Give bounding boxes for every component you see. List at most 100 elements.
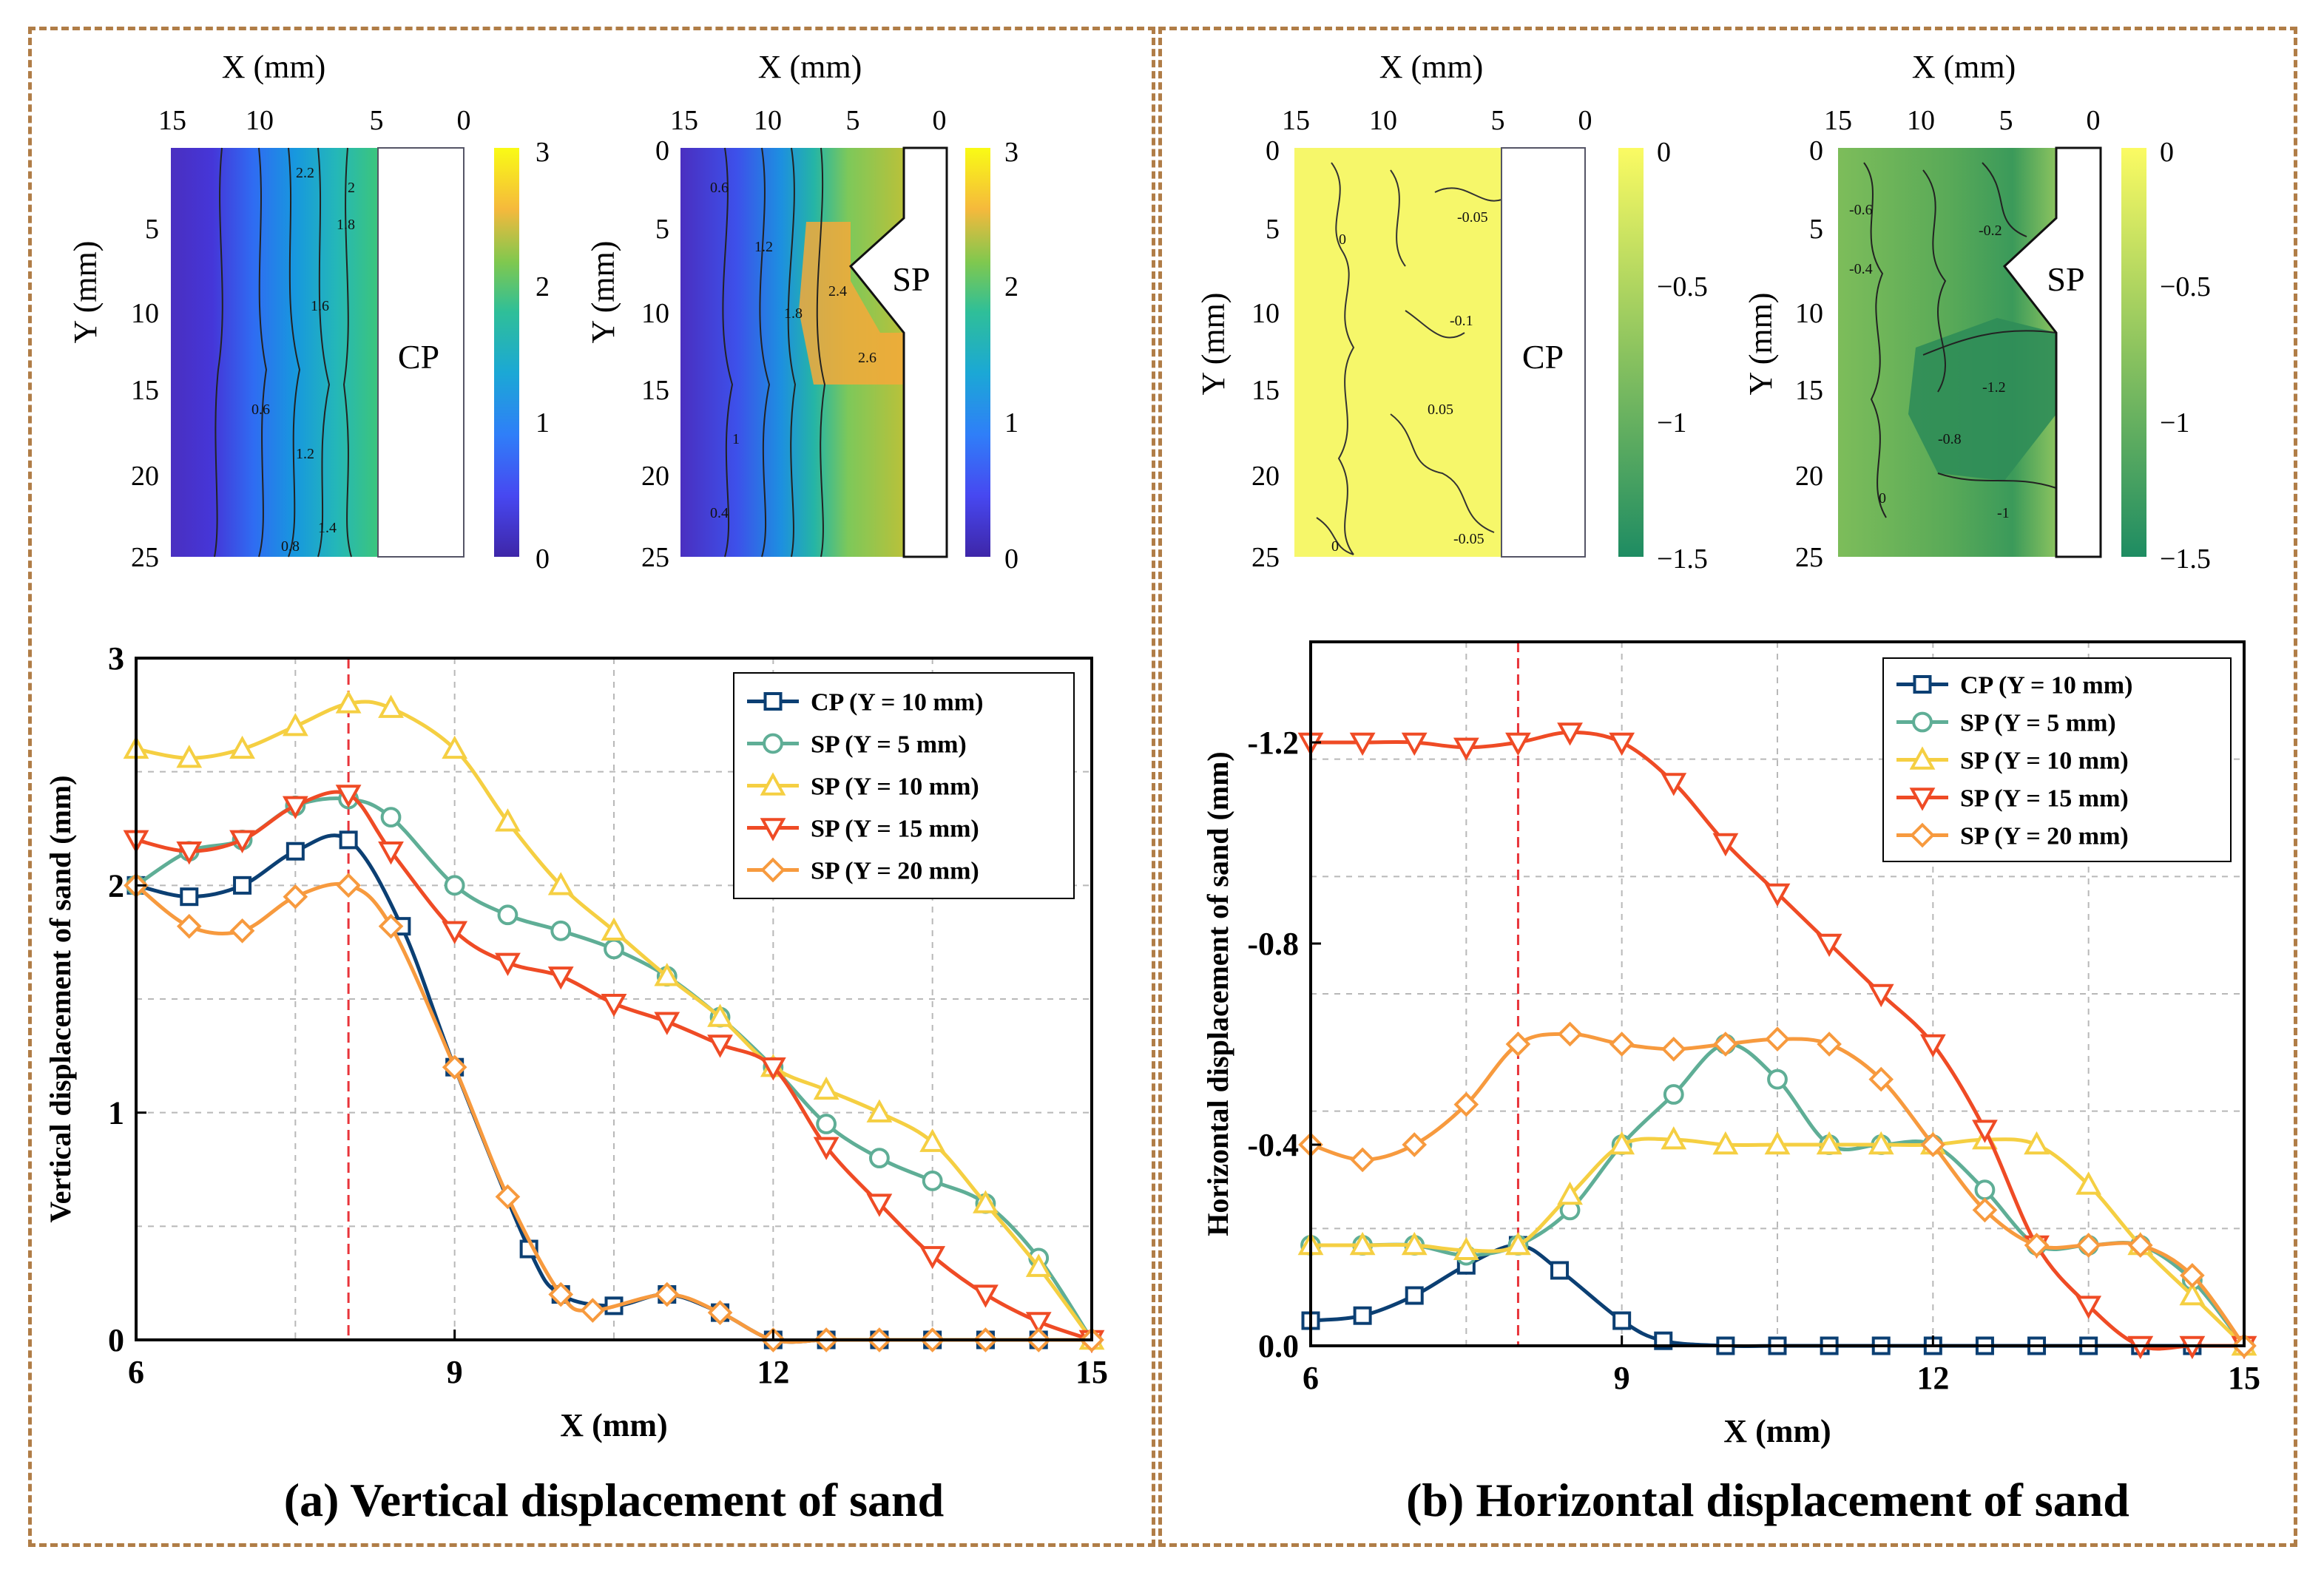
colorbar-tick: −1.5 [2160, 544, 2211, 575]
pile-region [2002, 146, 2102, 558]
legend-label: SP (Y = 10 mm) [1960, 748, 2129, 775]
contour-ytick: 10 [1251, 298, 1280, 329]
data-point [495, 808, 521, 832]
legend-marker [763, 733, 783, 754]
data-point [378, 913, 404, 939]
data-point [866, 1099, 893, 1122]
contour-xtick: 5 [846, 105, 860, 136]
contour-hotspot [799, 222, 904, 385]
data-point [654, 963, 680, 986]
legend-label: SP (Y = 20 mm) [811, 858, 979, 885]
data-point [1868, 1131, 1894, 1155]
data-point [442, 1054, 467, 1080]
colorbar [1618, 148, 1644, 557]
legend-marker [1912, 711, 1933, 733]
data-point [1609, 1032, 1635, 1057]
contour-xtick: 5 [1999, 105, 2013, 136]
contour-label: 1.6 [311, 298, 329, 314]
data-point [1557, 1021, 1583, 1047]
contour-label: -0.05 [1457, 209, 1488, 226]
data-point [1765, 1026, 1790, 1052]
plot-frame [1309, 640, 2246, 1347]
data-point [339, 830, 358, 850]
x-tick-label: 6 [1303, 1360, 1319, 1396]
data-point [707, 1300, 733, 1325]
contour-ytick: 20 [1795, 461, 1823, 492]
contour-xtick: 10 [246, 105, 274, 136]
data-point [336, 873, 361, 898]
data-point [548, 1281, 574, 1307]
legend-label: CP (Y = 10 mm) [811, 689, 983, 717]
y-axis-label: Vertical displacement of sand (mm) [44, 775, 77, 1222]
data-point [1401, 732, 1428, 756]
legend-marker [760, 818, 786, 842]
pile-region [1501, 147, 1586, 558]
contour-xlabel: X (mm) [1379, 49, 1484, 85]
colorbar-tick: 0 [536, 544, 550, 575]
colorbar-tick: −1 [1657, 407, 1686, 438]
data-point [282, 796, 308, 819]
x-axis-label: X (mm) [1723, 1413, 1831, 1449]
chart-b: 6 9 12 15 0.0 -0.4 -0.8 -1.2 X (mm) Horizontal di… [1201, 640, 2260, 1526]
data-point [1505, 732, 1531, 756]
data-point [1405, 1286, 1424, 1305]
contour-label: -0.8 [1938, 431, 1962, 447]
data-point [547, 872, 574, 895]
contour-xtick: 15 [1824, 105, 1852, 136]
panel-b-frame [1158, 27, 2297, 1547]
data-point [380, 807, 402, 828]
data-point [1025, 1312, 1052, 1335]
data-point [1972, 1197, 1998, 1223]
legend-label: SP (Y = 15 mm) [1960, 785, 2129, 813]
contour-label: 0 [1339, 231, 1346, 248]
data-point [229, 735, 255, 759]
data-point [1974, 1179, 1996, 1201]
contour-xtick: 0 [1578, 105, 1592, 136]
data-point [2127, 1233, 2153, 1258]
contour-label: 1.8 [337, 217, 355, 233]
contour-map-b-sp: X (mm) 15 10 5 0 Y (mm) 0 5 10 15 20 25 … [1743, 49, 2211, 575]
data-point [1713, 1032, 1738, 1057]
x-tick-label: 15 [2228, 1360, 2260, 1396]
y-tick-label: 2 [108, 867, 124, 904]
y-axis-label: Horizontal displacement of sand (mm) [1201, 751, 1234, 1236]
contour-xtick: 0 [2087, 105, 2101, 136]
data-point [283, 884, 308, 910]
data-point [1868, 1066, 1894, 1092]
contour-ytick: 25 [1795, 542, 1823, 573]
data-point [1453, 1236, 1479, 1260]
contour-label: 2 [348, 180, 355, 196]
contour-xlabel: X (mm) [758, 49, 862, 85]
plot-frame [135, 657, 1093, 1341]
data-point [1661, 1036, 1686, 1062]
data-point [335, 690, 362, 714]
data-point [442, 735, 468, 759]
contour-ytick: 15 [131, 375, 159, 406]
contour-xtick: 0 [933, 105, 947, 136]
y-tick-label: 3 [108, 640, 124, 677]
contour-label: 0.6 [251, 402, 270, 418]
data-point [1767, 1069, 1788, 1090]
contour-ylabel: Y (mm) [67, 241, 104, 344]
contour-ytick: 5 [1266, 214, 1280, 245]
data-point [1557, 1181, 1583, 1205]
data-point [1612, 1311, 1632, 1330]
colorbar [494, 148, 519, 557]
data-point [1868, 983, 1894, 1008]
data-point [282, 713, 308, 736]
y-tick-label: 0.0 [1258, 1328, 1299, 1364]
data-point [866, 1193, 893, 1217]
contour-ytick: 0 [1809, 135, 1823, 166]
data-point [176, 913, 202, 939]
data-point [547, 966, 574, 990]
colorbar-tick: 3 [1004, 137, 1019, 168]
data-point [922, 1170, 943, 1191]
data-point [495, 1184, 521, 1210]
contour-label: 0.8 [281, 538, 300, 555]
data-point [654, 1012, 680, 1035]
colorbar-tick: 3 [536, 137, 550, 168]
legend-label: SP (Y = 10 mm) [811, 773, 979, 801]
x-tick-label: 6 [128, 1354, 144, 1390]
data-point [1353, 1306, 1372, 1325]
contour-label: -0.1 [1450, 313, 1473, 329]
